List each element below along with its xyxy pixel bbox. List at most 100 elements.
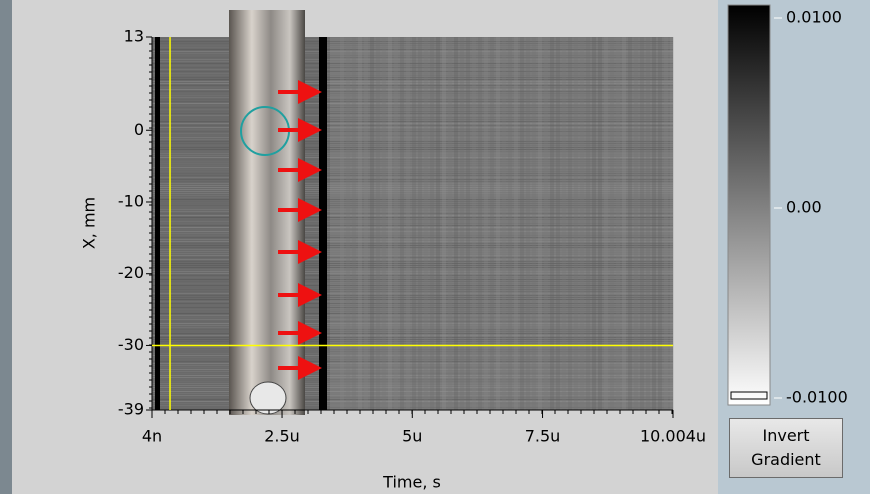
image-row xyxy=(152,321,673,322)
invert-gradient-button[interactable]: Invert Gradient xyxy=(729,418,843,478)
image-row xyxy=(152,361,673,362)
scale-tick-label: -0.0100 xyxy=(786,388,848,407)
image-row xyxy=(152,375,673,376)
image-row xyxy=(152,339,673,340)
image-row xyxy=(152,99,673,100)
image-row xyxy=(152,107,673,108)
image-row xyxy=(152,83,673,84)
image-row xyxy=(152,295,673,296)
y-tick-label: -39 xyxy=(118,400,144,419)
image-row xyxy=(152,85,673,86)
image-col xyxy=(352,37,356,410)
image-row xyxy=(152,47,673,48)
image-col xyxy=(454,37,458,410)
image-row xyxy=(152,189,673,190)
image-row xyxy=(152,277,673,278)
image-row xyxy=(152,291,673,292)
image-row xyxy=(152,219,673,220)
image-row xyxy=(152,351,673,352)
image-col xyxy=(568,37,572,410)
image-col xyxy=(400,37,404,410)
image-row xyxy=(152,79,673,80)
image-row xyxy=(152,123,673,124)
image-col xyxy=(442,37,446,410)
image-row xyxy=(152,139,673,140)
image-row xyxy=(152,401,673,402)
image-row xyxy=(152,51,673,52)
image-row xyxy=(152,45,673,46)
image-col xyxy=(484,37,488,410)
image-row xyxy=(152,355,673,356)
image-row xyxy=(152,253,673,254)
image-row xyxy=(152,235,673,236)
image-col xyxy=(478,37,482,410)
image-row xyxy=(152,357,673,358)
image-row xyxy=(152,71,673,72)
image-col xyxy=(664,37,668,410)
image-col xyxy=(616,37,620,410)
overlay xyxy=(229,10,322,415)
y-tick-label: 13 xyxy=(124,27,144,46)
image-row xyxy=(152,111,673,112)
image-row xyxy=(152,213,673,214)
y-tick-label: -10 xyxy=(118,191,144,210)
image-col xyxy=(658,37,662,410)
image-row xyxy=(152,157,673,158)
image-row xyxy=(152,63,673,64)
image-row xyxy=(152,403,673,404)
image-row xyxy=(152,335,673,336)
image-col xyxy=(604,37,608,410)
image-row xyxy=(152,331,673,332)
image-col xyxy=(424,37,428,410)
image-row xyxy=(152,193,673,194)
image-row xyxy=(152,153,673,154)
image-row xyxy=(152,195,673,196)
photo-end xyxy=(249,381,287,415)
image-row xyxy=(152,109,673,110)
y-tick-label: -30 xyxy=(118,335,144,354)
image-row xyxy=(152,169,673,170)
image-row xyxy=(152,315,673,316)
image-row xyxy=(152,49,673,50)
image-row xyxy=(152,105,673,106)
image-col xyxy=(406,37,410,410)
image-row xyxy=(152,353,673,354)
image-row xyxy=(152,407,673,408)
image-row xyxy=(152,183,673,184)
image-row xyxy=(152,95,673,96)
image-row xyxy=(152,97,673,98)
image-col xyxy=(418,37,422,410)
image-row xyxy=(152,181,673,182)
image-col xyxy=(646,37,650,410)
x-axis-label: Time, s xyxy=(382,473,441,492)
image-row xyxy=(152,43,673,44)
image-col xyxy=(592,37,596,410)
image-row xyxy=(152,251,673,252)
image-row xyxy=(152,247,673,248)
image-row xyxy=(152,283,673,284)
scale-tick-label: 0.00 xyxy=(786,198,822,217)
image-row xyxy=(152,267,673,268)
image-row xyxy=(152,327,673,328)
image-row xyxy=(152,231,673,232)
image-row xyxy=(152,371,673,372)
image-col xyxy=(382,37,386,410)
image-row xyxy=(152,137,673,138)
image-row xyxy=(152,39,673,40)
image-row xyxy=(152,87,673,88)
image-row xyxy=(152,227,673,228)
image-row xyxy=(152,249,673,250)
image-col xyxy=(652,37,656,410)
image-row xyxy=(152,115,673,116)
image-row xyxy=(152,133,673,134)
image-row xyxy=(152,223,673,224)
image-row xyxy=(152,289,673,290)
image-row xyxy=(152,69,673,70)
image-row xyxy=(152,161,673,162)
image-col xyxy=(544,37,548,410)
image-row xyxy=(152,151,673,152)
image-col xyxy=(574,37,578,410)
image-col xyxy=(472,37,476,410)
image-row xyxy=(152,165,673,166)
image-row xyxy=(152,281,673,282)
